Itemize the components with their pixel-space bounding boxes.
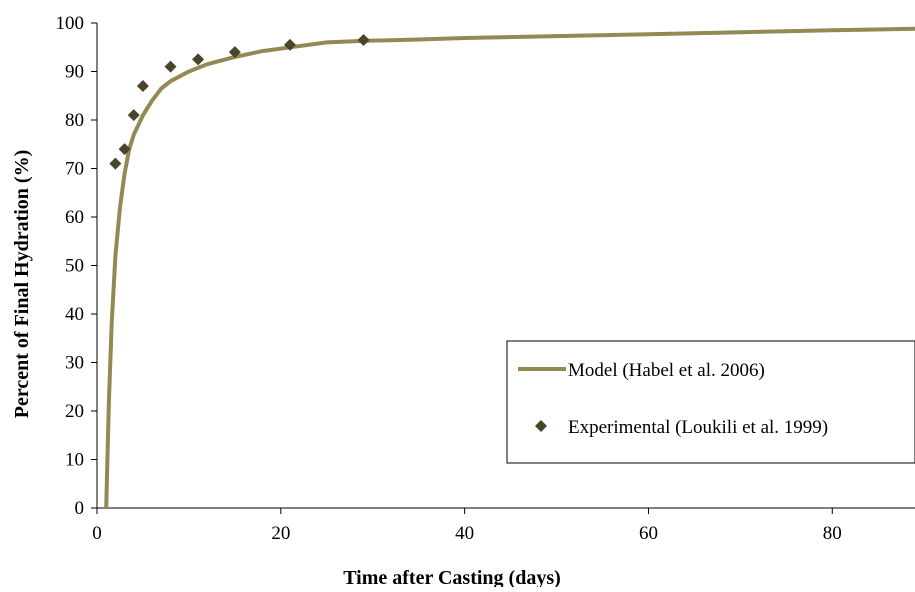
legend: Model (Habel et al. 2006) Experimental (… (507, 341, 915, 463)
y-tick-label: 30 (65, 353, 84, 374)
y-tick-label: 0 (75, 498, 85, 519)
legend-model-label: Model (Habel et al. 2006) (568, 360, 765, 381)
plot-area: 0 10 20 30 40 50 60 70 80 90 100 0 20 40 60 80 (56, 13, 915, 544)
experimental-point (137, 80, 149, 92)
x-tick-label: 80 (823, 523, 842, 544)
y-tick-label: 90 (65, 62, 84, 83)
y-tick-label: 80 (65, 110, 84, 131)
y-tick-label: 60 (65, 207, 84, 228)
experimental-point (165, 61, 177, 73)
y-tick-label: 40 (65, 304, 84, 325)
experimental-point (128, 109, 140, 121)
experimental-point (358, 34, 370, 46)
y-tick-label: 50 (65, 256, 84, 277)
x-tick-label: 20 (271, 523, 290, 544)
experimental-point (109, 158, 121, 170)
y-tick-label: 100 (56, 13, 85, 34)
experimental-point (192, 53, 204, 65)
x-tick-label: 40 (455, 523, 474, 544)
x-axis-title: Time after Casting (days) (343, 567, 561, 587)
y-tick-label: 20 (65, 401, 84, 422)
legend-experimental-label: Experimental (Loukili et al. 1999) (568, 417, 828, 438)
y-axis-title: Percent of Final Hydration (%) (11, 150, 33, 418)
y-tick-label: 70 (65, 159, 84, 180)
x-tick-label: 0 (92, 523, 102, 544)
x-tick-label: 60 (639, 523, 658, 544)
y-tick-label: 10 (65, 450, 84, 471)
